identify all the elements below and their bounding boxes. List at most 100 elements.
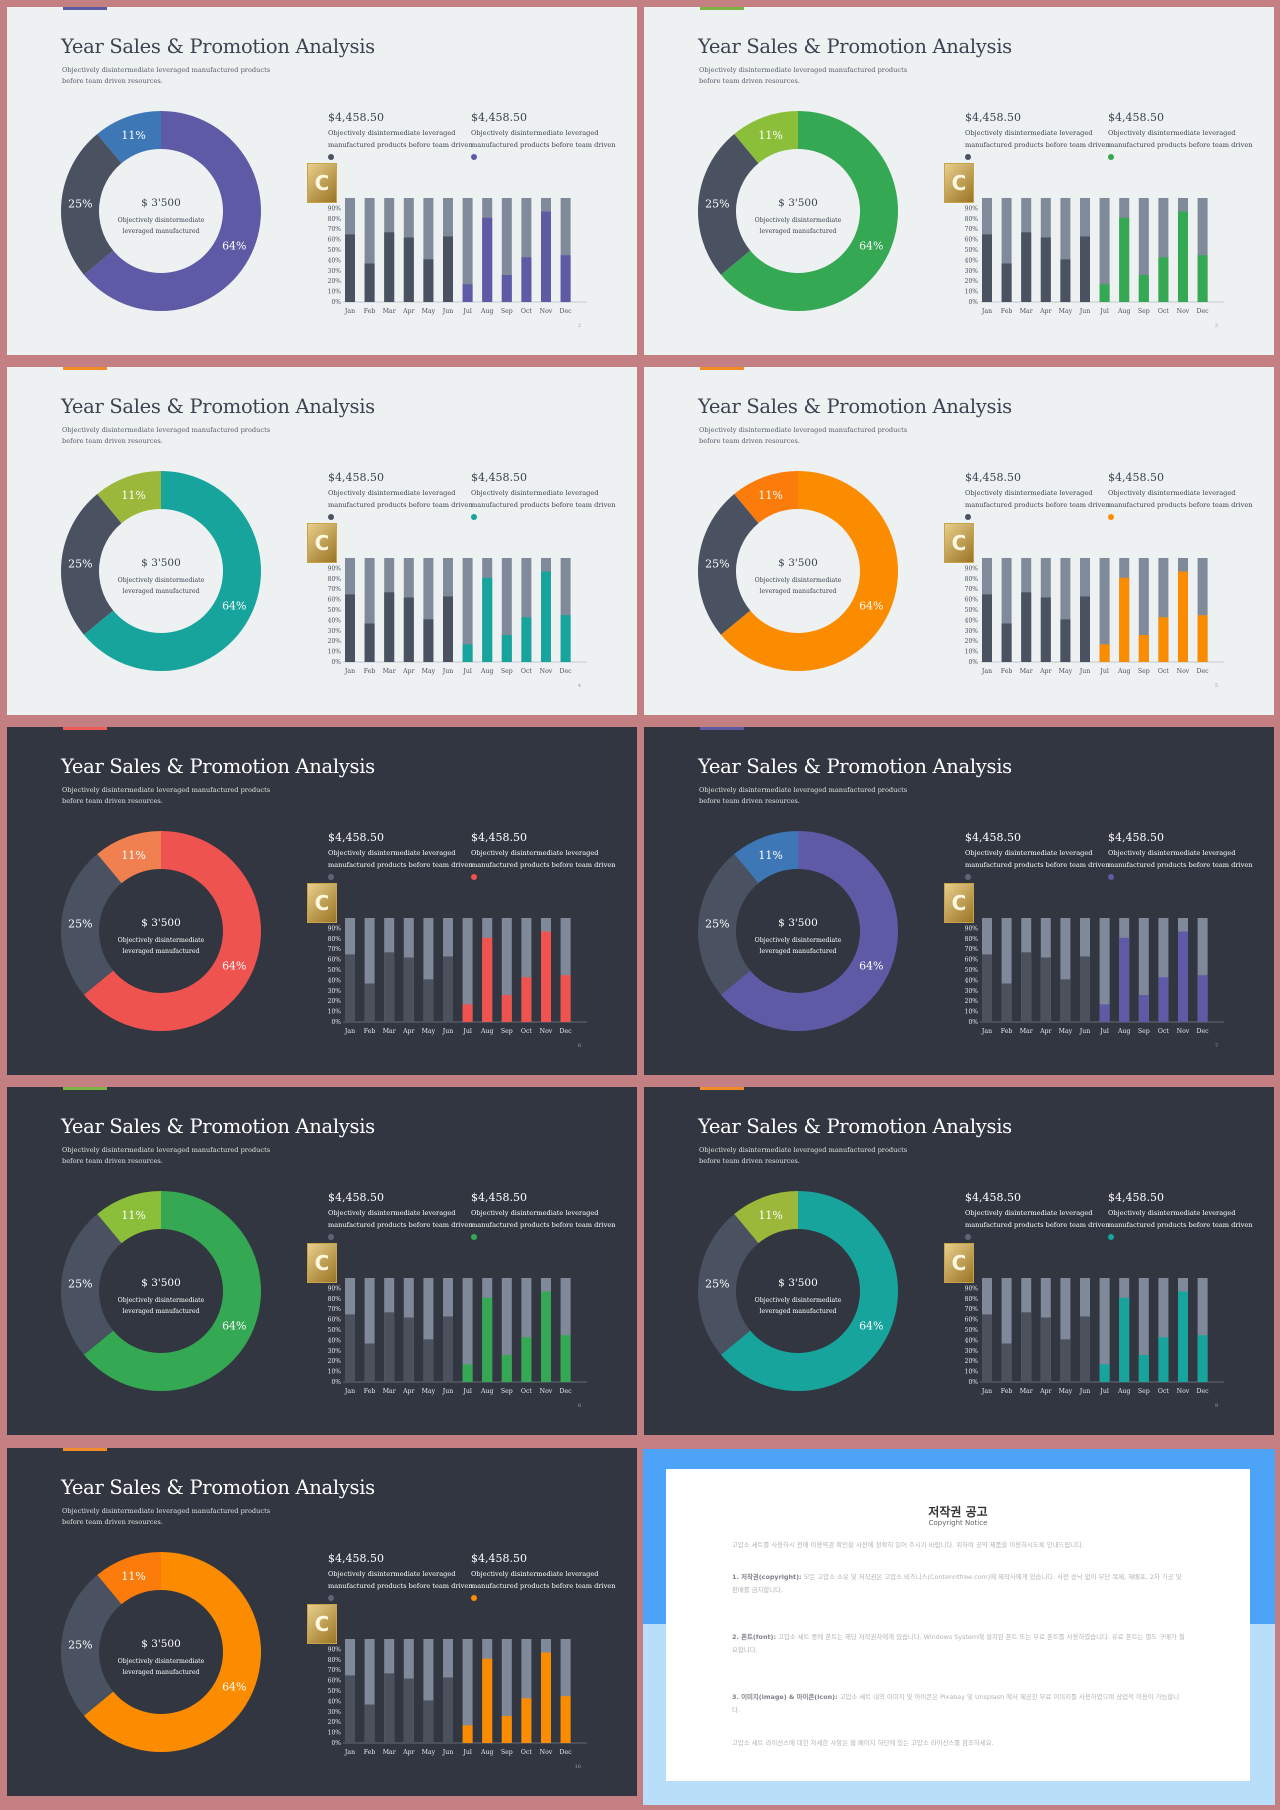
stat1-desc: Objectively disintermediate leveraged ma… bbox=[328, 849, 473, 869]
donut-slice-label: 64% bbox=[222, 1680, 246, 1693]
bar-x-label: Jan bbox=[981, 308, 992, 315]
bar-y-tick: 60% bbox=[328, 1317, 342, 1324]
donut-slice bbox=[97, 471, 161, 524]
page-number: 3 bbox=[1214, 323, 1218, 329]
bar-x-label: May bbox=[1059, 1388, 1073, 1395]
donut-slice-label: 11% bbox=[121, 129, 145, 142]
notice-title: 저작권 공고 bbox=[928, 1505, 988, 1519]
bar-value bbox=[403, 1317, 414, 1382]
bar-value bbox=[1138, 274, 1149, 302]
stat1-block: $4,458.50 Objectively disintermediate lev… bbox=[965, 831, 1125, 880]
bar-x-label: Sep bbox=[501, 1028, 513, 1035]
donut-chart: 64% 25% 11% $ 3'500 Objectively disintermedi… bbox=[61, 111, 262, 311]
bar-value bbox=[541, 571, 551, 662]
bar-y-tick: 0% bbox=[968, 1019, 978, 1026]
bar-x-label: May bbox=[422, 1749, 436, 1756]
bar-background bbox=[1197, 558, 1208, 662]
bar-value bbox=[521, 1698, 532, 1743]
bar-y-tick: 90% bbox=[328, 925, 342, 932]
bar-x-label: Feb bbox=[1001, 308, 1013, 315]
donut-center-value: $ 3'500 bbox=[141, 1277, 181, 1289]
bar-y-tick: 60% bbox=[965, 957, 979, 964]
stat2-desc: Objectively disintermediate leveraged ma… bbox=[1108, 849, 1253, 869]
bar-x-label: Oct bbox=[1158, 308, 1170, 315]
bar-x-label: Dec bbox=[560, 1388, 573, 1395]
bar-value bbox=[560, 255, 571, 302]
bar-y-tick: 60% bbox=[328, 957, 342, 964]
bar-y-tick: 70% bbox=[328, 586, 342, 593]
donut-slice bbox=[61, 1574, 122, 1716]
page-number: 4 bbox=[577, 683, 581, 689]
bar-value bbox=[1158, 977, 1169, 1022]
bar-value bbox=[1021, 592, 1032, 662]
stat1-value: $4,458.50 bbox=[965, 831, 1021, 844]
bar-y-tick: 80% bbox=[965, 576, 979, 583]
stat1-legend-dot bbox=[328, 154, 334, 160]
donut-center-value: $ 3'500 bbox=[141, 197, 181, 209]
bar-value bbox=[345, 234, 355, 302]
donut-slice bbox=[83, 111, 262, 311]
bar-y-tick: 40% bbox=[965, 977, 979, 984]
donut-slice-label: 11% bbox=[758, 489, 782, 502]
accent-bar bbox=[63, 1448, 107, 1451]
donut-center-desc: Objectively disintermediate leveraged ma… bbox=[117, 937, 205, 955]
bar-value bbox=[1178, 211, 1188, 302]
bar-background bbox=[423, 558, 434, 662]
bar-value bbox=[403, 957, 414, 1022]
bar-x-label: Jan bbox=[344, 308, 355, 315]
bar-chart-svg: 0% 10% 20% 30% 40% 50% 60% 70% 80% 90% Jan Feb Mar Ap… bbox=[328, 198, 587, 315]
bar-value bbox=[423, 1700, 434, 1743]
bar-y-tick: 10% bbox=[328, 1009, 342, 1016]
bar-y-tick: 20% bbox=[328, 278, 342, 285]
bar-x-label: Dec bbox=[560, 308, 573, 315]
donut-svg: 64% 25% 11% bbox=[698, 1191, 898, 1391]
notice-item-text: 고맙소 세트 내의 이미지 및 아이콘은 Pixabay 및 Unsplash … bbox=[732, 1693, 1180, 1714]
bar-x-label: Nov bbox=[540, 1388, 553, 1395]
bar-background bbox=[364, 558, 375, 662]
bar-background bbox=[1099, 1278, 1110, 1382]
bar-value bbox=[364, 983, 375, 1022]
donut-center-desc: Objectively disintermediate leveraged ma… bbox=[117, 1658, 205, 1676]
stat1-legend-dot bbox=[965, 514, 971, 520]
donut-center-value: $ 3'500 bbox=[778, 197, 818, 209]
bar-chart: 0% 10% 20% 30% 40% 50% 60% 70% 80% 90% Jan Feb Mar Ap… bbox=[952, 903, 1228, 1043]
stat1-desc: Objectively disintermediate leveraged ma… bbox=[965, 1209, 1110, 1229]
bar-background bbox=[423, 198, 434, 302]
bar-y-tick: 80% bbox=[965, 1296, 979, 1303]
bar-background bbox=[1197, 198, 1208, 302]
bar-x-label: Jul bbox=[462, 308, 471, 315]
bar-y-tick: 10% bbox=[328, 1369, 342, 1376]
stat2-legend-dot bbox=[471, 1595, 477, 1601]
bar-value bbox=[1040, 237, 1051, 302]
bar-y-tick: 70% bbox=[328, 946, 342, 953]
stat2-block: $4,458.50 Objectively disintermediate lev… bbox=[471, 1552, 631, 1601]
stat2-block: $4,458.50 Objectively disintermediate lev… bbox=[471, 831, 631, 880]
bar-x-label: Apr bbox=[402, 1388, 414, 1395]
bar-x-label: Jun bbox=[442, 1028, 453, 1035]
bar-x-label: Apr bbox=[402, 1749, 414, 1756]
bar-x-label: Mar bbox=[383, 1028, 396, 1035]
bar-x-label: Feb bbox=[1001, 1388, 1013, 1395]
bar-value bbox=[1060, 979, 1071, 1022]
bar-y-tick: 50% bbox=[328, 1688, 342, 1695]
donut-slice bbox=[61, 1213, 122, 1355]
bar-value bbox=[1197, 615, 1208, 662]
bar-x-label: Feb bbox=[364, 1028, 376, 1035]
slide: Year Sales & Promotion Analysis Objective… bbox=[644, 367, 1274, 715]
bar-y-tick: 10% bbox=[328, 1730, 342, 1737]
bar-value bbox=[501, 634, 512, 662]
bar-x-label: Jun bbox=[1079, 1028, 1090, 1035]
bar-x-label: Mar bbox=[383, 1388, 396, 1395]
bar-background bbox=[423, 1639, 434, 1743]
donut-slice-label: 25% bbox=[68, 557, 92, 570]
bar-value bbox=[1158, 617, 1169, 662]
stat2-value: $4,458.50 bbox=[471, 1191, 527, 1204]
bar-x-label: Apr bbox=[1039, 668, 1051, 675]
bar-value bbox=[462, 1004, 473, 1022]
page-number: 8 bbox=[577, 1403, 581, 1409]
slide-title: Year Sales & Promotion Analysis bbox=[698, 395, 1012, 418]
logo-badge: C bbox=[944, 883, 974, 923]
stat1-legend-dot bbox=[965, 874, 971, 880]
bar-y-tick: 60% bbox=[965, 237, 979, 244]
bar-background bbox=[1158, 198, 1169, 302]
